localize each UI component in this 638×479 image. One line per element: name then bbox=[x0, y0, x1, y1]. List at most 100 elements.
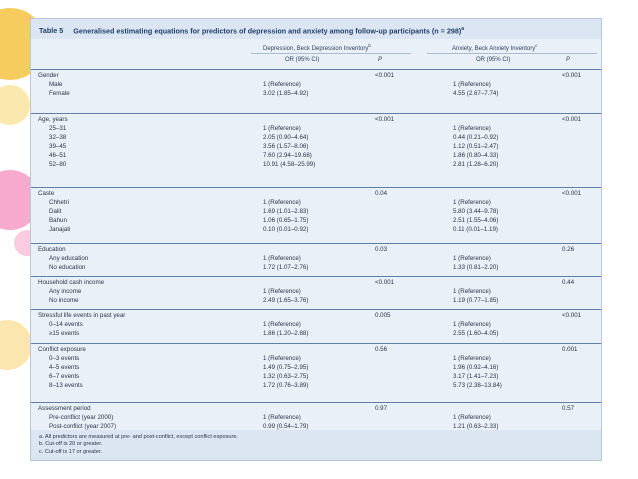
dep-or-ci: 1 (Reference) bbox=[263, 81, 301, 88]
dep-or-ci: 10.91 (4.58–25.99) bbox=[263, 161, 316, 168]
table-row: No income 2.49 (1.65–3.76) 1.19 (0.77–1.85… bbox=[31, 296, 601, 305]
table-row: 39–45 3.56 (1.57–8.06) 1.12 (0.51–2.47) bbox=[31, 142, 601, 151]
anxiety-header-underline bbox=[427, 53, 597, 54]
row-label: 0–14 events bbox=[49, 321, 83, 328]
table-row: 0–14 events 1 (Reference) 1 (Reference) bbox=[31, 320, 601, 329]
table-row: 6–7 events 1.32 (0.63–2.75) 3.17 (1.41–7.2… bbox=[31, 372, 601, 381]
table-row: Any education 1 (Reference) 1 (Reference) bbox=[31, 254, 601, 263]
dep-or-ci: 2.05 (0.90–4.64) bbox=[263, 134, 309, 141]
dep-or-ci: 3.56 (1.57–8.06) bbox=[263, 143, 309, 150]
dep-p-value: 0.03 bbox=[375, 246, 388, 253]
group-label: Conflict exposure bbox=[38, 346, 86, 353]
dep-p-value: 0.56 bbox=[375, 346, 388, 353]
table-group bbox=[31, 243, 601, 276]
dep-or-ci: 1.32 (0.63–2.75) bbox=[263, 373, 309, 380]
table-row: Female 3.02 (1.85–4.92) 4.55 (2.67–7.74) bbox=[31, 89, 601, 98]
anx-or-ci: 2.51 (1.55–4.06) bbox=[453, 217, 499, 224]
row-label: Pre-conflict (year 2000) bbox=[49, 414, 114, 421]
group-label: Gender bbox=[38, 72, 59, 79]
dep-p-value: 0.005 bbox=[375, 312, 391, 319]
dep-or-ci: 1.72 (0.76–3.89) bbox=[263, 382, 309, 389]
footnote-a: a. All predictors are measured at pre- a… bbox=[39, 434, 238, 440]
row-label: Dalit bbox=[49, 208, 62, 215]
table-row: Dalit 1.69 (1.01–2.83) 5.80 (3.44–9.78) bbox=[31, 207, 601, 216]
anx-or-ci: 1.33 (0.81–2.20) bbox=[453, 264, 499, 271]
table-row: Bahun 1.06 (0.65–1.75) 2.51 (1.55–4.06) bbox=[31, 216, 601, 225]
table-title: Table 5 Generalised estimating equations … bbox=[31, 19, 601, 39]
dep-or-ci: 1 (Reference) bbox=[263, 355, 301, 362]
anx-or-ci: 2.55 (1.60–4.05) bbox=[453, 330, 499, 337]
dep-or-ci: 1 (Reference) bbox=[263, 414, 301, 421]
footnote-b: b. Cut-off is 20 or greater. bbox=[39, 441, 103, 448]
anx-p-value: 0.26 bbox=[562, 246, 575, 253]
group-header-row: Caste 0.04 <0.001 bbox=[31, 189, 601, 198]
anx-or-ci: 4.55 (2.67–7.74) bbox=[453, 90, 499, 97]
row-label: Any income bbox=[49, 288, 82, 295]
anx-or-ci: 1 (Reference) bbox=[453, 355, 491, 362]
anx-p-value: 0.001 bbox=[562, 346, 578, 353]
row-label: 39–45 bbox=[49, 143, 67, 150]
dep-p-value: <0.001 bbox=[375, 116, 395, 123]
row-label: Bahun bbox=[49, 217, 67, 224]
table-row: 32–38 2.05 (0.90–4.64) 0.44 (0.21–0.92) bbox=[31, 133, 601, 142]
anx-or-ci: 0.11 (0.01–1.19) bbox=[453, 226, 498, 233]
table-row: Chhetri 1 (Reference) 1 (Reference) bbox=[31, 198, 601, 207]
row-label: 8–13 events bbox=[49, 382, 83, 389]
anx-or-ci: 1.21 (0.63–2.33) bbox=[453, 423, 499, 430]
table-title-footnote-marker: a bbox=[461, 26, 465, 32]
row-label: 4–5 events bbox=[49, 364, 80, 371]
dep-or-ci: 7.60 (2.94–19.68) bbox=[263, 152, 312, 159]
table-row: Janajati 0.10 (0.01–0.92) 0.11 (0.01–1.19) bbox=[31, 225, 601, 234]
dep-or-ci: 1 (Reference) bbox=[263, 288, 301, 295]
anx-or-ci: 1.86 (0.80–4.33) bbox=[453, 152, 499, 159]
anx-p-value: <0.001 bbox=[562, 116, 582, 123]
row-label: 6–7 events bbox=[49, 373, 80, 380]
dep-or-ci: 3.02 (1.85–4.92) bbox=[263, 90, 309, 97]
table-row: 46–51 7.60 (2.94–19.68) 1.86 (0.80–4.33) bbox=[31, 151, 601, 160]
row-label: ≥15 events bbox=[49, 330, 80, 337]
anx-or-ci: 1 (Reference) bbox=[453, 321, 491, 328]
table-label: Table 5 bbox=[39, 26, 64, 36]
row-label: Male bbox=[49, 81, 63, 88]
dep-or-ci: 1 (Reference) bbox=[263, 255, 301, 262]
anx-or-ci: 1 (Reference) bbox=[453, 288, 491, 295]
group-label: Caste bbox=[38, 190, 55, 197]
anx-or-ci: 0.44 (0.21–0.92) bbox=[453, 134, 499, 141]
row-label: Female bbox=[49, 90, 70, 97]
table-title-text: Generalised estimating equations for pre… bbox=[73, 26, 462, 36]
footnote-c: c. Cut-off is 17 or greater. bbox=[39, 448, 103, 455]
table-row: 4–5 events 1.49 (0.75–2.95) 1.96 (0.92–4.1… bbox=[31, 363, 601, 372]
anx-p-value: 0.44 bbox=[562, 279, 575, 286]
anxiety-column-group-header: Anxiety, Beck Anxiety Inventoryc bbox=[452, 43, 538, 52]
group-label: Household cash income bbox=[38, 279, 105, 286]
table-group bbox=[31, 343, 601, 394]
dep-p-value: 0.04 bbox=[375, 190, 388, 197]
row-label: Post-conflict (year 2007) bbox=[49, 423, 117, 430]
data-table: Table 5 Generalised estimating equations … bbox=[30, 18, 602, 461]
anx-p-value: <0.001 bbox=[562, 72, 582, 79]
anx-or-ci: 1 (Reference) bbox=[453, 255, 491, 262]
dep-or-ci: 0.99 (0.54–1.79) bbox=[263, 423, 309, 430]
table-row: No education 1.72 (1.07–2.76) 1.33 (0.81–2… bbox=[31, 263, 601, 272]
anx-or-ci: 1 (Reference) bbox=[453, 125, 491, 132]
dep-p-value: <0.001 bbox=[375, 279, 395, 286]
anx-p-value: 0.57 bbox=[562, 405, 575, 412]
row-label: Any education bbox=[49, 255, 89, 262]
dep-p-header: P bbox=[378, 57, 383, 63]
anx-or-ci: 1.12 (0.51–2.47) bbox=[453, 143, 499, 150]
dep-or-ci: 0.10 (0.01–0.92) bbox=[263, 226, 309, 233]
anx-or-ci: 1.19 (0.77–1.85) bbox=[453, 297, 499, 304]
group-header-row: Education 0.03 0.26 bbox=[31, 245, 601, 254]
dep-or-ci: 2.49 (1.65–3.76) bbox=[263, 297, 309, 304]
anx-or-ci: 1 (Reference) bbox=[453, 414, 491, 421]
table-row: 0–3 events 1 (Reference) 1 (Reference) bbox=[31, 354, 601, 363]
anx-or-ci-header: OR (95% CI) bbox=[476, 57, 511, 63]
anx-or-ci: 1 (Reference) bbox=[453, 199, 491, 206]
row-label: 52–80 bbox=[49, 161, 67, 168]
anx-p-value: <0.001 bbox=[562, 312, 582, 319]
dep-p-value: 0.97 bbox=[375, 405, 388, 412]
dep-or-ci: 1.72 (1.07–2.76) bbox=[263, 264, 309, 271]
dep-or-ci: 1 (Reference) bbox=[263, 199, 301, 206]
anx-or-ci: 2.81 (1.28–6.20) bbox=[453, 161, 499, 168]
depression-header-underline bbox=[251, 53, 411, 54]
